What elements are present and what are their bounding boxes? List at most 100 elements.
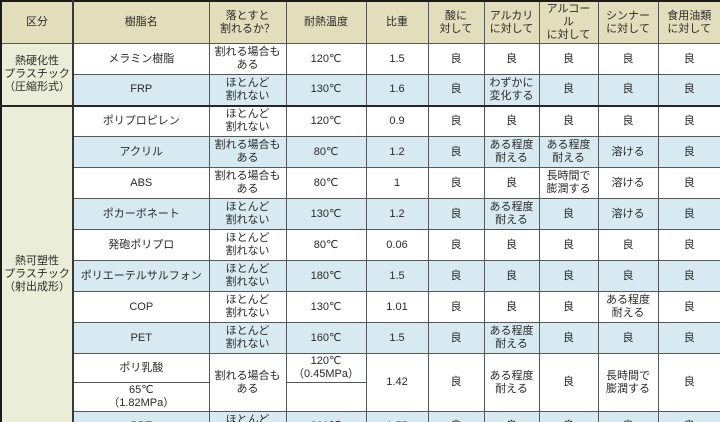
alcohol-cell: 良 <box>538 411 599 422</box>
column-header-heat-temp: 耐熱温度 <box>285 0 367 44</box>
oil-cell: 良 <box>657 260 720 292</box>
heat-temp-cell: 80℃ <box>285 229 367 261</box>
acid-cell: 良 <box>427 167 485 199</box>
alcohol-cell: 良 <box>538 229 599 261</box>
gravity-cell: 1.5 <box>365 322 429 354</box>
acid-cell: 良 <box>427 260 485 292</box>
heat-temp-cell: 120℃ （0.45MPa） <box>285 353 367 383</box>
acid-cell: 良 <box>427 74 485 107</box>
alkali-cell: 良 <box>483 260 540 292</box>
table-row: 熱硬化性 プラスチック （圧縮形式） メラミン樹脂 割れる場合も ある 120℃ 1.5… <box>0 43 720 107</box>
column-header-alcohol: アルコール に対して <box>538 0 599 44</box>
drop-result-cell: 割れる場合も ある <box>208 167 287 199</box>
column-header-drop-break: 落とすと 割れるか？ <box>208 0 287 44</box>
gravity-cell: 1.6 <box>365 74 429 107</box>
alcohol-cell: 長時間で 膨潤する <box>538 167 599 199</box>
alkali-cell: 良 <box>483 105 540 137</box>
alcohol-cell: 良 <box>538 322 599 354</box>
gravity-cell: 0.9 <box>365 105 429 137</box>
alkali-cell: ある程度 耐える <box>483 353 540 412</box>
heat-temp-cell: 160℃ <box>285 322 367 354</box>
table-row: 65℃ （1.82MPa） <box>1 382 720 412</box>
category-group-cell: 熱可塑性 プラスチック （射出成形） <box>0 105 74 422</box>
drop-result-cell: ほとんど 割れない <box>208 105 287 137</box>
table-row: FRP ほとんど 割れない 130℃ 1.6 良わずかに 変化する良良良 <box>1 74 720 107</box>
acid-cell: 良 <box>427 322 485 354</box>
resin-name-cell: PBT <box>72 411 210 422</box>
gravity-cell: 1.2 <box>365 198 429 230</box>
gravity-cell: 1.01 <box>365 291 429 323</box>
acid-cell: 良 <box>427 411 485 422</box>
acid-cell: 良 <box>427 198 485 230</box>
resin-name-cell: COP <box>72 291 210 323</box>
heat-temp-cell: 220℃ <box>285 411 367 422</box>
thinner-cell: 良 <box>597 411 659 422</box>
gravity-cell: 1.5 <box>365 260 429 292</box>
gravity-cell: 1 <box>365 167 429 199</box>
thinner-cell: 溶ける <box>597 198 659 230</box>
table-row: ABS 割れる場合も ある 80℃ 1 良良長時間で 膨潤する 溶ける良 <box>1 167 720 199</box>
heat-temp-cell: 80℃ <box>285 167 367 199</box>
resin-name-cell: PET <box>72 322 210 354</box>
thinner-cell: 良 <box>597 74 659 107</box>
oil-cell: 良 <box>657 322 720 354</box>
gravity-cell: 0.06 <box>365 229 429 261</box>
column-header-oil: 食用油類 に対して <box>657 0 720 44</box>
header-row: 区分 樹脂名 落とすと 割れるか？ 耐熱温度 比重 酸に 対して アルカリ に対して アルコー… <box>0 0 720 44</box>
resin-name-cell: メラミン樹脂 <box>72 43 210 75</box>
alkali-cell: ある程度 耐える <box>483 322 540 354</box>
alcohol-cell: 良 <box>538 74 599 107</box>
oil-cell: 良 <box>657 167 720 199</box>
heat-temp-cell: 180℃ <box>285 260 367 292</box>
drop-result-cell: ほとんど 割れない <box>208 74 287 107</box>
oil-cell: 良 <box>657 198 720 230</box>
table-row: PET ほとんど 割れない 160℃ 1.5 良ある程度 耐える良良良 <box>1 322 720 354</box>
thinner-cell: 良 <box>597 43 659 75</box>
drop-result-cell: ほとんど 割れない <box>208 229 287 261</box>
alkali-cell: ある程度 耐える <box>483 136 540 168</box>
alkali-cell: わずかに 変化する <box>483 74 540 107</box>
thinner-cell: 良 <box>597 260 659 292</box>
oil-cell: 良 <box>657 136 720 168</box>
table-row: PBTほとんど 割れない220℃1.55良良良良良 <box>1 411 720 422</box>
resin-name-cell: アクリル <box>72 136 210 168</box>
alkali-cell: 良 <box>483 167 540 199</box>
resin-name-cell: ポリプロピレン <box>72 105 210 137</box>
alkali-cell: ある程度 耐える <box>483 198 540 230</box>
drop-result-cell: ほとんど 割れない <box>208 291 287 323</box>
oil-cell: 良 <box>657 353 720 412</box>
resin-name-cell: ABS <box>72 167 210 199</box>
gravity-cell: 1.2 <box>365 136 429 168</box>
table-row: COP ほとんど 割れない 130℃ 1.01 良良良ある程度 耐える良 <box>1 291 720 323</box>
alcohol-cell: 良 <box>538 105 599 137</box>
heat-temp-cell: 130℃ <box>285 198 367 230</box>
heat-temp-cell: 120℃ <box>285 43 367 75</box>
drop-result-cell: ほとんど 割れない <box>208 198 287 230</box>
alcohol-cell: ある程度 耐える <box>538 136 599 168</box>
acid-cell: 良 <box>427 353 485 412</box>
alkali-cell: 良 <box>483 291 540 323</box>
table-row: 発砲ポリプロ ほとんど 割れない 80℃ 0.06 良良良良良 <box>1 229 720 261</box>
acid-cell: 良 <box>427 229 485 261</box>
alcohol-cell: 良 <box>538 43 599 75</box>
heat-temp-cell: 65℃ （1.82MPa） <box>72 382 210 412</box>
heat-temp-cell: 80℃ <box>285 136 367 168</box>
resin-name-cell: ポリ乳酸 <box>72 353 210 383</box>
acid-cell: 良 <box>427 291 485 323</box>
thinner-cell: 良 <box>597 229 659 261</box>
table-row: ポリ乳酸 割れる場合も ある 120℃ （0.45MPa） 1.42 良ある程度 耐える… <box>1 353 720 412</box>
alkali-cell: 良 <box>483 411 540 422</box>
thinner-cell: 長時間で 膨潤する <box>597 353 659 412</box>
alcohol-cell: 良 <box>538 260 599 292</box>
column-header-thinner: シンナー に対して <box>597 0 659 44</box>
drop-result-cell: ほとんど 割れない <box>208 260 287 292</box>
column-header-resin-name: 樹脂名 <box>72 0 210 44</box>
oil-cell: 良 <box>657 105 720 137</box>
gravity-cell: 1.5 <box>365 43 429 75</box>
gravity-cell: 1.55 <box>365 411 429 422</box>
column-header-acid: 酸に 対して <box>427 0 485 44</box>
acid-cell: 良 <box>427 105 485 137</box>
resin-name-cell: ポリエーテルサルフォン <box>72 260 210 292</box>
